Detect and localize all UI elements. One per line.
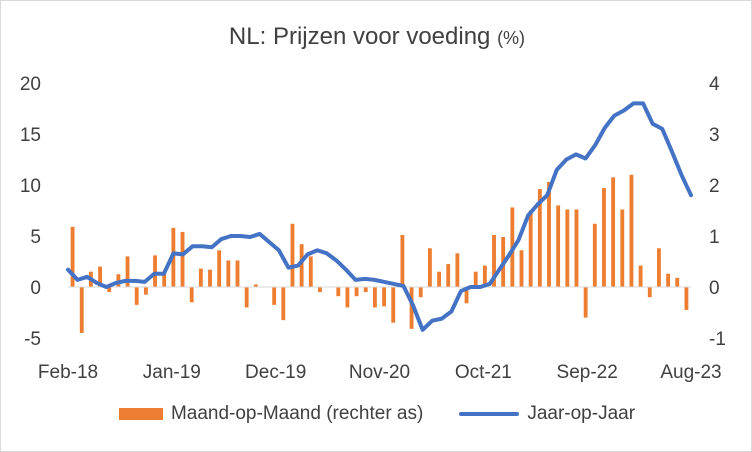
bar-mark (437, 271, 441, 287)
bar-mark (574, 209, 579, 287)
right-tick-label: 0 (709, 278, 720, 299)
bar-mark (217, 250, 222, 287)
bar-mark (537, 189, 542, 287)
chart-title-unit: (%) (497, 28, 526, 48)
bar-mark (345, 287, 350, 308)
bar-mark (620, 209, 625, 287)
bar-mark (473, 271, 478, 287)
bar-mark (583, 287, 588, 318)
bar-mark (647, 287, 652, 298)
bar-mark (363, 287, 368, 293)
bar-mark (79, 287, 84, 333)
legend-label-yoy: Jaar-op-Jaar (527, 403, 636, 424)
bar-mark (208, 269, 212, 287)
bar-mark (418, 287, 423, 298)
legend-swatch-line (459, 412, 520, 416)
bar-mark (455, 253, 460, 287)
left-tick-label: -5 (24, 329, 41, 350)
bar-mark (226, 260, 231, 287)
right-tick-label: 1 (709, 227, 720, 248)
right-tick-label: 2 (709, 176, 720, 197)
chart-title-text: NL: Prijzen voor voeding (228, 23, 491, 50)
bar-mark (482, 265, 487, 287)
bar-mark (198, 268, 203, 287)
right-tick-label: -1 (709, 329, 726, 350)
bar-mark (382, 287, 387, 307)
bar-mark (162, 271, 167, 287)
bar-mark (244, 287, 249, 308)
bar-mark (354, 287, 359, 297)
right-tick-label: 4 (709, 74, 720, 95)
bar-mark (611, 177, 616, 287)
chart-title: NL: Prijzen voor voeding (%) (1, 23, 751, 51)
bar-mark (281, 287, 286, 321)
bar-mark (299, 244, 304, 287)
bar-mark (547, 181, 551, 287)
bar-mark (400, 234, 405, 287)
x-tick-label: Dec-19 (245, 362, 306, 383)
bar-mark (565, 209, 570, 287)
yoy-line (66, 101, 693, 332)
bar-mark (602, 188, 606, 287)
bar-mark (446, 264, 451, 287)
legend-item-yoy: Jaar-op-Jaar (459, 403, 635, 425)
left-tick-label: 0 (30, 278, 41, 299)
bar-mark (427, 248, 432, 287)
bar-mark (189, 287, 194, 303)
bar-mark (253, 284, 258, 287)
left-tick-label: 5 (30, 227, 41, 248)
bar-mark (391, 287, 396, 323)
bar-mark (98, 266, 102, 287)
legend-label-mom: Maand-op-Maand (rechter as) (170, 403, 424, 424)
x-tick-label: Aug-23 (660, 362, 721, 383)
bar-mark (235, 260, 240, 287)
bar-mark (107, 287, 112, 293)
x-axis: Feb-18 Jan-19 Dec-19 Nov-20 Oct-21 Sep-22 Aug-… (38, 362, 722, 383)
line-series (66, 101, 693, 332)
bar-series (70, 174, 689, 333)
legend: Maand-op-Maand (rechter as) Jaar-op-Jaar (1, 403, 751, 425)
bar-mark (684, 287, 689, 310)
left-tick-label: 10 (20, 176, 41, 197)
bar-mark (519, 250, 524, 287)
left-tick-label: 20 (20, 74, 41, 95)
bar-mark (373, 287, 377, 308)
left-tick-label: 15 (20, 125, 41, 146)
bar-mark (336, 287, 341, 297)
bar-mark (675, 277, 680, 287)
bar-mark (464, 287, 469, 304)
bar-mark (134, 287, 139, 305)
bar-mark (153, 255, 157, 287)
bar-mark (180, 231, 185, 287)
bar-mark (143, 287, 148, 295)
bar-mark (666, 273, 671, 287)
right-axis: 4 3 2 1 0 -1 (709, 74, 726, 350)
bar-mark (290, 223, 295, 287)
bar-mark (409, 287, 414, 329)
legend-item-mom: Maand-op-Maand (rechter as) (118, 403, 424, 425)
bar-mark (318, 287, 322, 293)
legend-swatch-bar (118, 408, 163, 420)
x-tick-label: Oct-21 (455, 362, 512, 383)
bar-mark (556, 205, 561, 287)
bar-mark (125, 256, 130, 287)
right-tick-label: 3 (709, 125, 720, 146)
bar-mark (70, 226, 75, 287)
bar-mark (492, 234, 496, 287)
bar-mark (272, 287, 277, 305)
x-tick-label: Nov-20 (349, 362, 410, 383)
x-tick-label: Jan-19 (143, 362, 201, 383)
left-axis: 20 15 10 5 0 -5 (20, 74, 41, 350)
bar-mark (528, 210, 533, 287)
bar-mark (657, 248, 661, 287)
bar-mark (629, 174, 634, 287)
bar-mark (308, 256, 313, 287)
bar-mark (638, 265, 643, 287)
x-tick-label: Sep-22 (557, 362, 618, 383)
x-tick-label: Feb-18 (38, 362, 98, 383)
bar-mark (592, 223, 597, 287)
